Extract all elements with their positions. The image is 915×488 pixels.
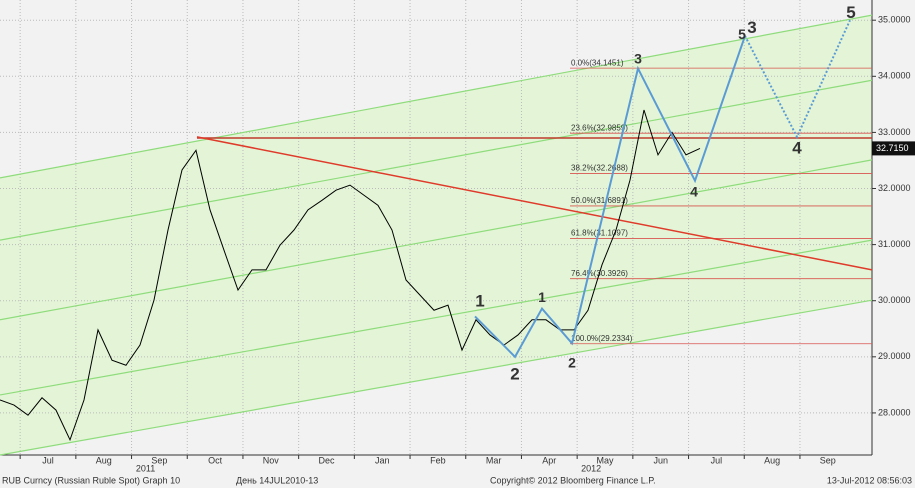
channel-line — [0, 239, 873, 396]
price-line — [0, 109, 701, 442]
wave-path — [474, 35, 746, 359]
x-tick-label: Oct — [208, 455, 223, 465]
x-tick-label: Jan — [375, 455, 390, 465]
y-tick-label: 33.0000 — [878, 127, 911, 137]
last-value-label: 32.7150 — [876, 143, 909, 153]
y-tick-label: 35.0000 — [878, 15, 911, 25]
y-tick-label: 29.0000 — [878, 351, 911, 361]
x-tick-label: Aug — [96, 455, 112, 465]
wave-projection — [744, 19, 851, 140]
fib-label: 50.0%(31.6891) — [571, 196, 628, 205]
wave-label: 2 — [568, 354, 576, 370]
x-tick-label: Sep — [151, 455, 167, 465]
trend-line — [196, 136, 873, 271]
x-tick-label: Nov — [263, 455, 280, 465]
channel-line — [0, 79, 873, 241]
channel-fill — [0, 15, 872, 455]
x-tick-label: Feb — [430, 455, 446, 465]
fib-label: 0.0%(34.1451) — [571, 58, 624, 67]
wave-label: 1 — [475, 291, 484, 310]
x-tick-label: Sep — [820, 455, 836, 465]
last-value-box — [872, 141, 915, 156]
wave-label: 3 — [747, 18, 756, 37]
y-tick-label: 32.0000 — [878, 183, 911, 193]
x-tick-label: Jun — [653, 455, 668, 465]
copyright: Copyright© 2012 Bloomberg Finance L.P. — [490, 475, 656, 485]
wave-label: 5 — [738, 26, 746, 42]
channel-line — [0, 159, 873, 321]
y-tick-label: 30.0000 — [878, 295, 911, 305]
chart-title: RUB Curncy (Russian Ruble Spot) Graph 10 — [2, 475, 180, 485]
fib-label: 38.2%(32.2688) — [571, 164, 628, 173]
fib-label: 61.8%(31.1097) — [571, 229, 628, 238]
x-tick-label: Jul — [711, 455, 723, 465]
fib-label: 23.6%(32.9859) — [571, 123, 628, 132]
fib-label: 100.0%(29.2334) — [571, 334, 633, 343]
channel-line — [0, 299, 873, 456]
wave-label: 2 — [510, 364, 519, 383]
x-tick-label: May — [596, 455, 614, 465]
period: День 14JUL2010-13 — [236, 475, 318, 485]
y-tick-label: 31.0000 — [878, 239, 911, 249]
y-tick-label: 34.0000 — [878, 71, 911, 81]
x-tick-label: Aug — [764, 455, 780, 465]
channel-line — [0, 14, 873, 179]
wave-label: 1 — [538, 289, 546, 305]
x-tick-label: Apr — [542, 455, 556, 465]
x-tick-label: Jul — [42, 455, 54, 465]
wave-label: 4 — [792, 139, 802, 158]
year-label: 2012 — [581, 463, 601, 473]
wave-label: 4 — [690, 184, 698, 200]
timestamp: 13-Jul-2012 08:56:03 — [827, 475, 912, 485]
year-label: 2011 — [136, 463, 155, 473]
wave-label: 3 — [634, 51, 642, 67]
y-tick-label: 28.0000 — [878, 407, 911, 417]
x-tick-label: Dec — [318, 455, 335, 465]
x-tick-label: Mar — [486, 455, 502, 465]
wave-label: 5 — [846, 3, 855, 22]
